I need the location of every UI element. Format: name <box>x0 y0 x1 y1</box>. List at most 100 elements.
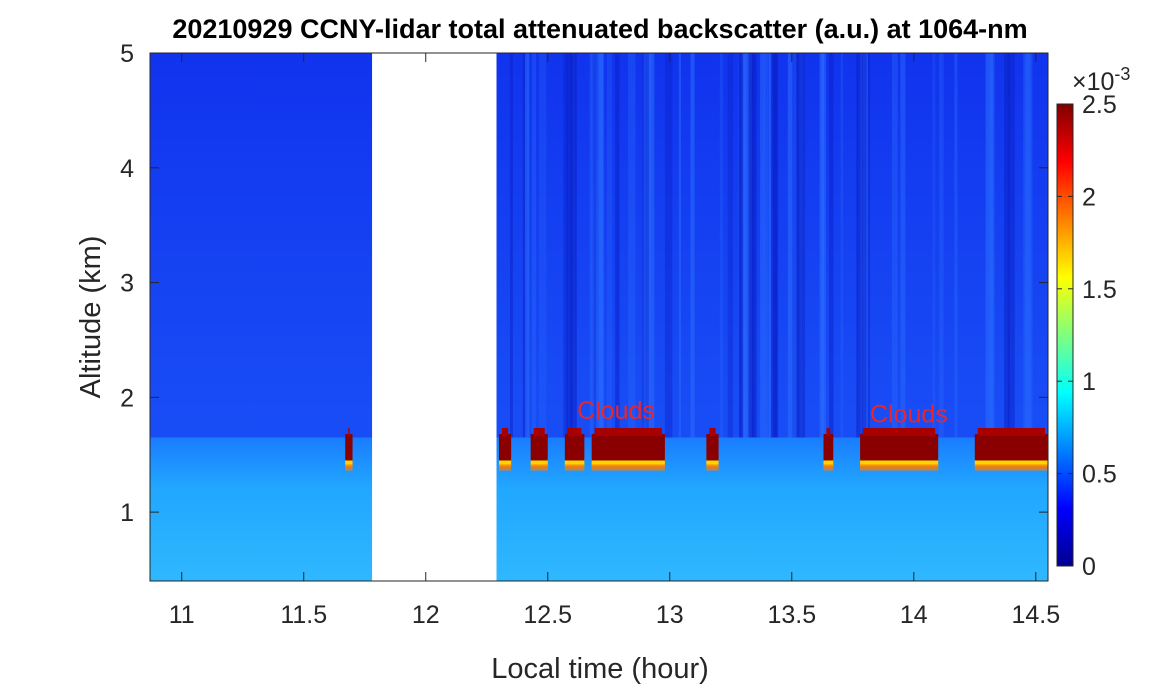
cloud-top <box>977 428 1045 437</box>
streak <box>768 53 772 438</box>
colorbar-gradient <box>1056 103 1074 567</box>
streak <box>539 53 547 438</box>
streak <box>589 53 592 438</box>
y-tick-label: 2 <box>120 384 134 412</box>
cloud-edge <box>498 464 512 471</box>
clouds-annotation: Clouds <box>577 397 655 425</box>
streak <box>531 53 536 438</box>
colorbar-exponent-power: -3 <box>1114 64 1130 84</box>
x-axis-label: Local time (hour) <box>491 653 709 685</box>
cloud-edge <box>498 458 512 467</box>
streak <box>593 53 596 438</box>
streak <box>819 53 825 438</box>
colorbar-tick-label: 1 <box>1082 368 1096 396</box>
cloud-segment <box>706 434 719 461</box>
y-tick-label: 3 <box>120 270 134 298</box>
cloud-edge <box>564 464 585 471</box>
streak <box>860 53 868 438</box>
cloud-edge <box>564 458 585 467</box>
colorbar-ticks: 0 0.5 1 1.5 2 2.5 <box>1057 91 1117 581</box>
cloud-top <box>863 428 936 437</box>
streak <box>727 53 734 438</box>
streak <box>773 53 779 438</box>
streak <box>867 53 871 438</box>
streak <box>861 53 867 438</box>
x-axis-ticks: 11 11.5 12 12.5 13 13.5 14 14.5 <box>169 53 1060 629</box>
streak <box>748 53 754 438</box>
streak <box>739 53 742 438</box>
streak <box>1023 53 1028 438</box>
streak <box>590 53 599 438</box>
streak <box>740 53 746 438</box>
streak <box>648 53 655 438</box>
y-tick-label: 5 <box>120 40 134 68</box>
x-tick-label: 12.5 <box>523 601 572 629</box>
streak <box>766 53 773 438</box>
cloud-edge <box>823 458 834 467</box>
cloud-segment <box>345 434 353 461</box>
streak <box>792 53 800 438</box>
cloud-segment <box>498 434 512 461</box>
streak <box>797 53 806 438</box>
cloud-top <box>709 428 716 437</box>
cloud-segment <box>564 434 585 461</box>
clouds-annotation: Clouds <box>870 401 948 429</box>
streak <box>900 53 906 438</box>
streak <box>939 53 944 438</box>
streak <box>985 53 994 438</box>
x-tick-label: 13.5 <box>767 601 816 629</box>
streak <box>859 53 863 438</box>
cloud-edge <box>860 458 939 467</box>
cloud-top <box>567 428 582 437</box>
cloud-segment <box>530 434 548 461</box>
streak <box>615 53 620 438</box>
colorbar-tick-label: 0.5 <box>1082 461 1117 489</box>
streak <box>563 53 568 438</box>
cloud-layer <box>345 428 1048 471</box>
cloud-segment <box>974 434 1048 461</box>
cloud-edge <box>974 458 1048 467</box>
axes-frame <box>149 52 1049 582</box>
streak <box>840 53 844 438</box>
cloud-edge <box>530 458 548 467</box>
streak <box>719 53 724 438</box>
streak <box>760 53 765 438</box>
cloud-edge <box>530 464 548 471</box>
streak <box>570 53 577 438</box>
cloud-edge <box>345 458 353 467</box>
y-tick-label: 1 <box>120 499 134 527</box>
streak <box>645 53 653 438</box>
streak <box>678 53 681 438</box>
cloud-edge <box>706 464 719 471</box>
streak <box>606 53 613 438</box>
cloud-edge <box>591 458 665 467</box>
heatmap-plot-area <box>150 53 1048 581</box>
streak <box>1004 53 1010 438</box>
streak <box>1026 53 1033 438</box>
y-axis-label: Altitude (km) <box>75 236 107 399</box>
colorbar-exponent: ×10-3 <box>1072 64 1130 96</box>
cloud-edge <box>974 464 1048 471</box>
data-gap <box>372 53 497 581</box>
cloud-top <box>533 428 545 437</box>
streak <box>566 53 574 438</box>
streak <box>787 53 793 438</box>
y-tick-label: 4 <box>120 155 134 183</box>
streak <box>509 53 513 438</box>
colorbar-tick-label: 0 <box>1082 553 1096 581</box>
cloud-top <box>348 428 350 437</box>
streak <box>749 53 758 438</box>
y-axis-ticks: 1 2 3 4 5 <box>120 40 1048 527</box>
streak <box>522 53 528 438</box>
streak <box>690 53 695 438</box>
streak <box>738 53 744 438</box>
colorbar: 0 0.5 1 1.5 2 2.5 ×10-3 <box>1056 64 1130 581</box>
annotations: Clouds Clouds <box>577 397 948 428</box>
streak <box>628 53 636 438</box>
cloud-edge <box>823 464 834 471</box>
colorbar-exponent-base: ×10 <box>1072 68 1114 96</box>
x-tick-label: 11.5 <box>280 601 327 629</box>
x-tick-label: 14 <box>900 601 928 629</box>
colorbar-tick-label: 2.5 <box>1082 91 1117 119</box>
x-tick-label: 11 <box>169 601 195 629</box>
